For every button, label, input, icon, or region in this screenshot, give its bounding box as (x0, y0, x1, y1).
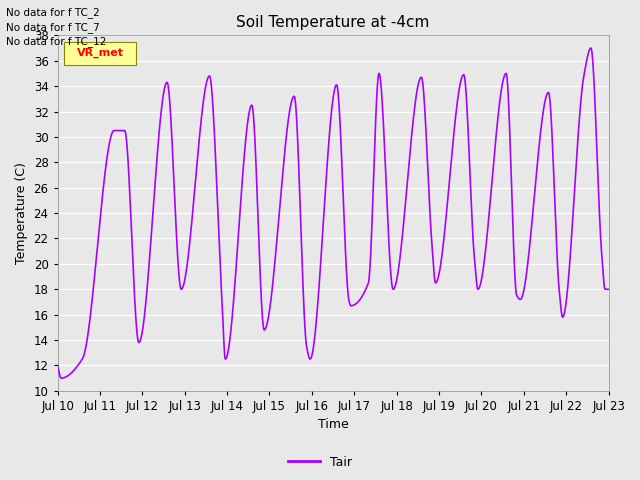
Y-axis label: Temperature (C): Temperature (C) (15, 162, 28, 264)
Text: VR_met: VR_met (76, 48, 124, 58)
X-axis label: Time: Time (317, 419, 348, 432)
Legend: Tair: Tair (284, 451, 356, 474)
Text: No data for f TC_2: No data for f TC_2 (6, 7, 100, 18)
Text: No data for f TC_12: No data for f TC_12 (6, 36, 107, 47)
Text: No data for f TC_7: No data for f TC_7 (6, 22, 100, 33)
Title: Soil Temperature at -4cm: Soil Temperature at -4cm (236, 15, 430, 30)
FancyBboxPatch shape (64, 42, 136, 64)
